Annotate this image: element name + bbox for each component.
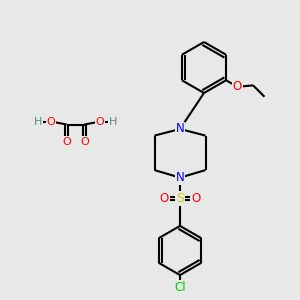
Text: Cl: Cl — [174, 280, 186, 294]
Text: O: O — [62, 137, 71, 147]
Text: N: N — [176, 171, 184, 184]
Text: O: O — [191, 191, 200, 205]
Text: H: H — [34, 116, 43, 127]
Text: O: O — [160, 191, 169, 205]
Text: O: O — [46, 116, 56, 127]
Text: S: S — [176, 191, 184, 205]
Text: N: N — [176, 122, 184, 136]
Text: O: O — [96, 116, 105, 127]
Text: O: O — [233, 80, 242, 93]
Text: O: O — [80, 137, 89, 147]
Text: H: H — [109, 116, 117, 127]
